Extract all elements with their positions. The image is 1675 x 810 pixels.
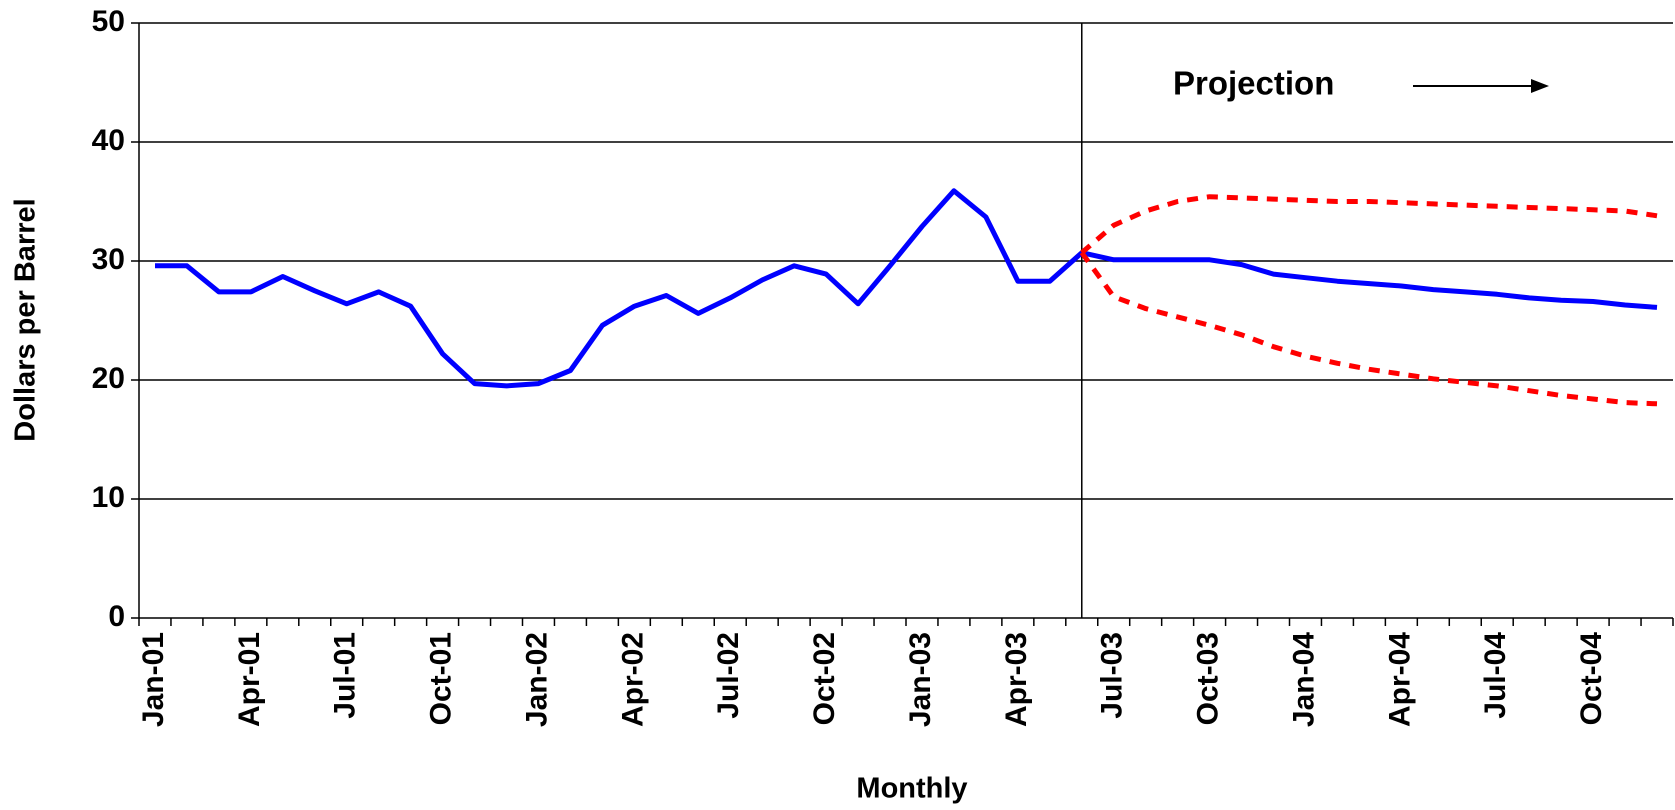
x-tick-label: Jul-03	[1096, 632, 1129, 719]
x-tick-label: Oct-03	[1192, 632, 1225, 725]
y-axis-title: Dollars per Barrel	[10, 198, 42, 441]
x-tick-label: Apr-01	[233, 632, 266, 727]
x-tick-label: Oct-02	[808, 632, 841, 725]
x-tick-label: Jan-01	[137, 632, 170, 727]
series-line	[155, 188, 1658, 389]
y-tick-label: 30	[92, 243, 125, 276]
y-tick-label: 40	[92, 124, 125, 157]
x-tick-label: Jan-02	[520, 632, 553, 727]
x-tick-label: Apr-04	[1383, 632, 1416, 727]
x-tick-label: Jul-02	[712, 632, 745, 719]
series-line	[1079, 251, 1658, 407]
x-axis-title: Monthly	[856, 773, 967, 805]
x-tick-label: Jul-01	[329, 632, 362, 719]
series-line	[1080, 194, 1658, 255]
x-tick-label: Oct-01	[425, 632, 458, 725]
x-tick-label: Jul-04	[1479, 632, 1512, 719]
annotation-arrowhead	[1531, 79, 1549, 93]
x-tick-label: Apr-02	[616, 632, 649, 727]
x-tick-label: Jan-03	[904, 632, 937, 727]
y-tick-label: 20	[92, 362, 125, 395]
x-tick-label: Oct-04	[1575, 632, 1608, 726]
annotation: Projection	[1173, 65, 1334, 102]
y-tick-label: 50	[92, 5, 125, 38]
y-tick-label: 0	[108, 600, 125, 633]
x-tick-label: Jan-04	[1287, 632, 1320, 727]
y-tick-label: 10	[92, 481, 125, 514]
x-tick-label: Apr-03	[1000, 632, 1033, 727]
